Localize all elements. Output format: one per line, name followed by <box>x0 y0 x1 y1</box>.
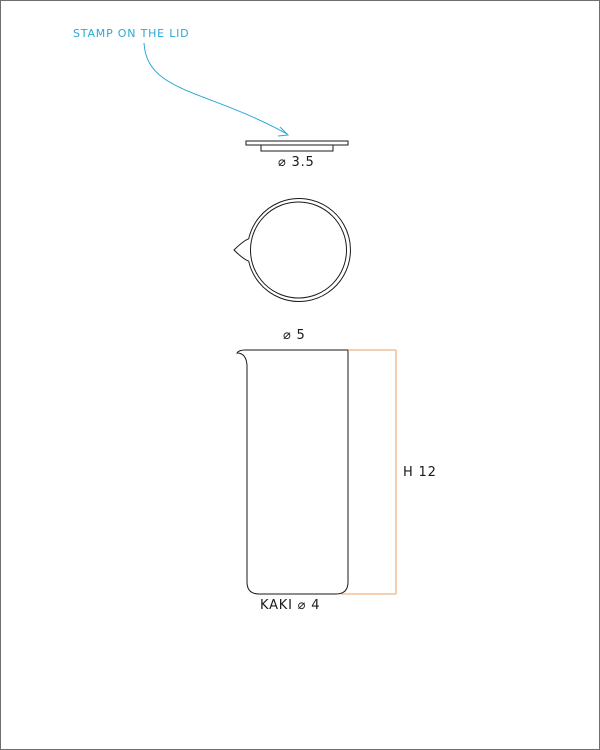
lid-plug <box>260 144 334 152</box>
jug-height-label: H 12 <box>403 465 437 480</box>
stamp-annotation: STAMP ON THE LID <box>73 27 190 40</box>
lid-side-view <box>245 140 349 152</box>
lid-diameter-label: ⌀ 3.5 <box>278 155 315 170</box>
annotation-arrow <box>143 42 288 135</box>
jug-top-outer-rim <box>233 198 351 302</box>
height-dimension <box>341 349 397 595</box>
jug-outline <box>236 349 349 595</box>
jug-top-view <box>233 198 351 302</box>
annotation-arrowhead <box>277 126 290 137</box>
jug-bottom-label: KAKI ⌀ 4 <box>260 598 321 613</box>
jug-side-view <box>236 349 349 595</box>
jug-top-diameter-label: ⌀ 5 <box>283 328 306 343</box>
lid-rim <box>245 140 349 146</box>
jug-top-inner-rim <box>250 201 347 299</box>
